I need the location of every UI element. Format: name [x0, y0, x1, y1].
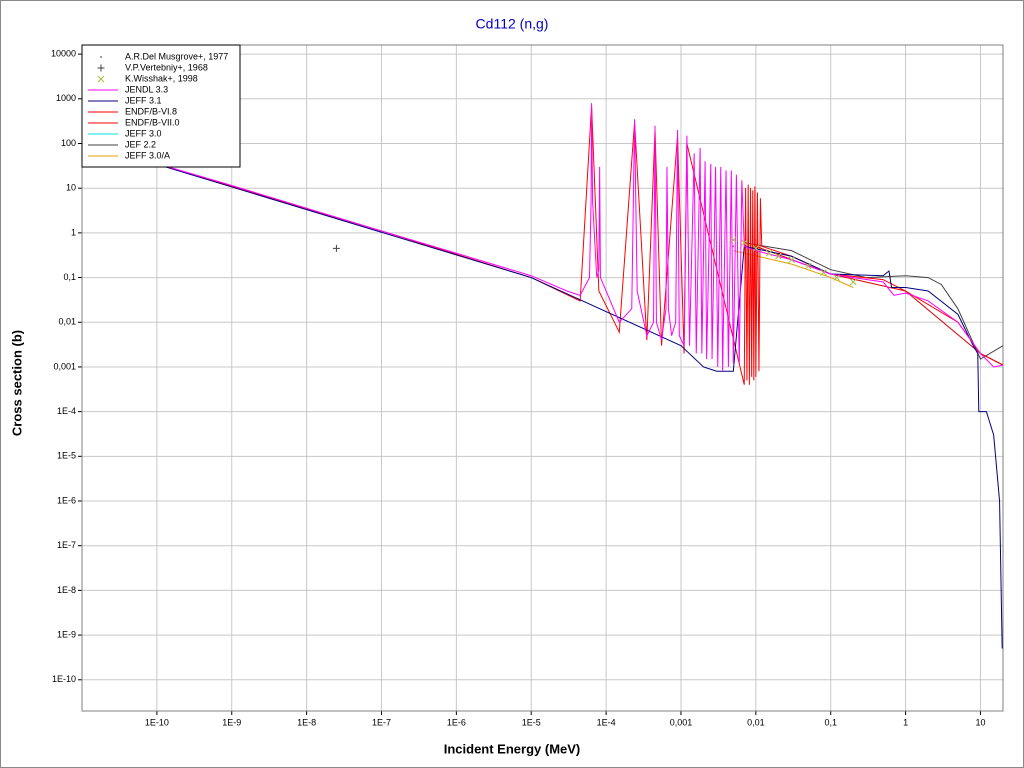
data-point	[765, 249, 773, 257]
legend-label: ENDF/B-VII.0	[125, 117, 180, 127]
data-point	[788, 256, 795, 264]
series-line	[82, 141, 1003, 649]
x-tick-label: 10	[975, 717, 985, 727]
x-tick-label: 0,001	[670, 717, 693, 727]
plot-marks	[82, 103, 1003, 649]
legend-label: A.R.Del Musgrove+, 1977	[125, 51, 228, 61]
data-point	[715, 241, 718, 244]
x-tick-label: 0,01	[747, 717, 765, 727]
y-tick-label: 1000	[56, 93, 76, 103]
y-tick-label: 1E-6	[57, 495, 76, 505]
x-tick-label: 1E-6	[447, 717, 466, 727]
data-point	[833, 274, 840, 281]
legend-label: K.Wisshak+, 1998	[125, 73, 198, 83]
data-point	[804, 262, 812, 270]
y-tick-label: 1E-5	[57, 451, 76, 461]
plot-border	[81, 44, 1004, 712]
legend-label: ENDF/B-VI.8	[125, 106, 177, 116]
y-tick-label: 1E-4	[57, 406, 76, 416]
legend-marker	[97, 75, 105, 83]
x-tick-label: 1E-8	[297, 717, 316, 727]
x-tick-label: 1	[903, 717, 908, 727]
y-tick-label: 1E-9	[57, 629, 76, 639]
series-line	[82, 103, 1003, 372]
legend-label: V.P.Vertebniy+, 1968	[125, 62, 208, 72]
data-point	[332, 244, 340, 252]
y-axis-label: Cross section (b)	[9, 330, 24, 436]
x-tick-label: 1E-5	[522, 717, 541, 727]
legend-label: JEF 2.2	[125, 139, 156, 149]
legend-label: JEFF 3.0/A	[125, 150, 170, 160]
data-point	[820, 269, 827, 276]
data-point	[729, 236, 737, 244]
legend-label: JEFF 3.0	[125, 128, 162, 138]
legend-label: JENDL 3.3	[125, 84, 168, 94]
y-tick-label: 0,1	[63, 272, 76, 282]
data-point	[732, 245, 735, 248]
data-point	[849, 278, 857, 286]
x-axis-label: Incident Energy (MeV)	[444, 741, 581, 756]
y-tick-label: 0,001	[53, 361, 76, 371]
legend-label: JEFF 3.1	[125, 95, 162, 105]
data-point	[752, 245, 760, 252]
y-tick-label: 100	[61, 138, 76, 148]
y-tick-label: 1E-8	[57, 585, 76, 595]
x-tick-label: 1E-7	[372, 717, 391, 727]
x-tick-label: 1E-10	[145, 717, 169, 727]
legend-marker	[97, 64, 105, 72]
x-tick-label: 0,1	[824, 717, 837, 727]
y-tick-label: 10	[66, 183, 76, 193]
legend-marker	[100, 56, 102, 58]
x-tick-label: 1E-9	[222, 717, 241, 727]
y-tick-label: 1E-10	[52, 674, 76, 684]
legend-box	[81, 44, 241, 168]
series-line	[733, 250, 854, 288]
chart-title: Cd112 (n,g)	[476, 16, 549, 32]
series-line	[744, 242, 1003, 360]
data-point	[775, 252, 782, 260]
y-tick-label: 1E-7	[57, 540, 76, 550]
y-tick-label: 10000	[51, 48, 76, 58]
y-tick-label: 1	[71, 227, 76, 237]
data-point	[740, 239, 748, 247]
x-tick-label: 1E-4	[597, 717, 616, 727]
y-tick-label: 0,01	[58, 317, 76, 327]
